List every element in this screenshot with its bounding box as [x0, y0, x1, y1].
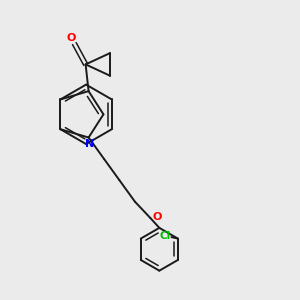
Text: N: N [85, 139, 94, 149]
Text: O: O [67, 33, 76, 43]
Text: Cl: Cl [159, 231, 171, 241]
Text: O: O [152, 212, 162, 222]
